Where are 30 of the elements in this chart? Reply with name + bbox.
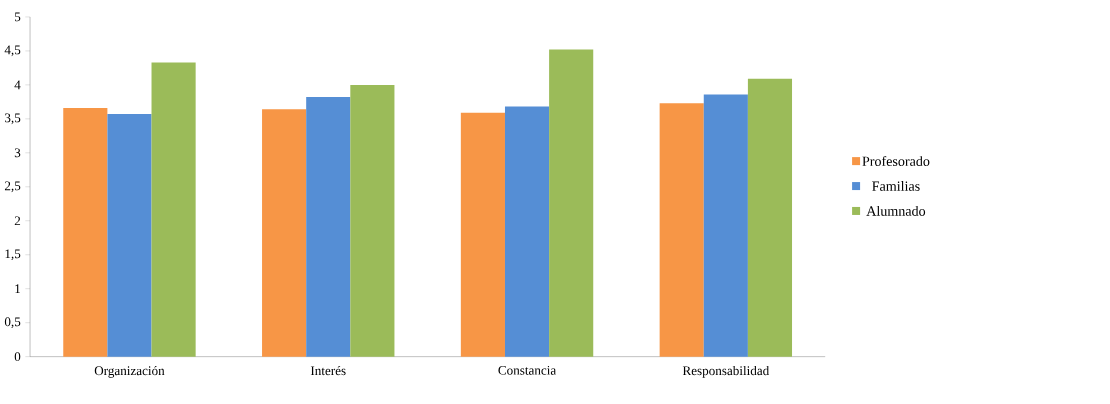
bar [151, 62, 196, 357]
y-tick-label: 3,5 [5, 113, 21, 125]
x-tick-label: Interés [310, 366, 346, 376]
x-tick-label: Organización [94, 366, 165, 379]
legend-label: Alumnado [866, 206, 926, 216]
bar [549, 49, 594, 357]
legend-label: Familias [872, 181, 920, 192]
legend-label: Profesorado [862, 156, 930, 167]
y-tick-label: 0 [14, 352, 21, 362]
bar [350, 85, 395, 357]
x-tick-label: Constancia [498, 366, 557, 375]
y-tick-label: 2 [14, 216, 21, 226]
y-tick-label: 4 [14, 80, 21, 90]
bar [107, 114, 152, 357]
bar [747, 78, 793, 357]
bar [63, 108, 108, 357]
bar [703, 94, 748, 357]
x-tick-label: Responsabilidad [682, 366, 770, 378]
bar [306, 97, 351, 357]
y-tick-label: 1 [15, 284, 20, 294]
bar [460, 112, 505, 357]
y-tick-label: 4,5 [4, 45, 21, 57]
y-tick-label: 0,5 [4, 317, 21, 329]
bar [262, 109, 307, 357]
y-tick-label: 2,5 [4, 181, 21, 193]
bar [659, 103, 704, 357]
y-tick-label: 5 [14, 12, 21, 22]
bar [504, 106, 550, 357]
y-tick-label: 1,5 [5, 249, 21, 261]
y-tick-label: 3 [14, 148, 21, 158]
